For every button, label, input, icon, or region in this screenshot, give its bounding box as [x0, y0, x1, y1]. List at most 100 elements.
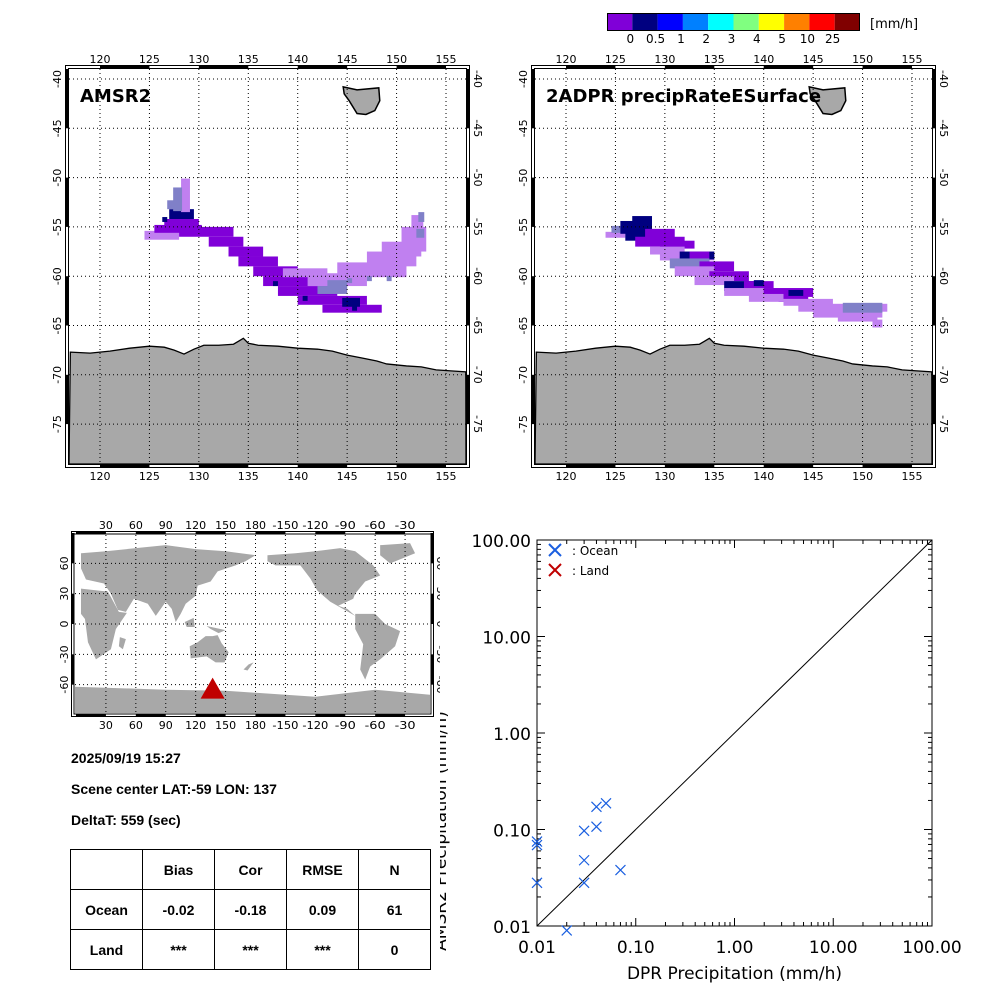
- map-title: 2ADPR precipRateESurface: [546, 86, 821, 107]
- colorbar-label: 4: [753, 32, 761, 45]
- frame-tick-bar: [135, 531, 166, 535]
- frame-tick-bar: [531, 177, 535, 227]
- lat-tick-label-right: -60: [937, 267, 950, 285]
- lon-tick-label-top: 155: [436, 53, 457, 66]
- colorbar-swatch: [708, 13, 734, 31]
- stats-cell: 0.09: [286, 889, 359, 930]
- globe-lon-label-bottom: 60: [129, 719, 143, 732]
- precip-pixel: [669, 258, 710, 269]
- stats-table: Bias Cor RMSE N Ocean -0.02 -0.18 0.09 6…: [70, 849, 431, 970]
- colorbar-swatch: [758, 13, 785, 31]
- y-tick-label: 0.10: [493, 822, 531, 842]
- frame-tick-bar: [664, 65, 715, 69]
- globe-lon-label-bottom: -150: [272, 719, 298, 732]
- lon-tick-label-top: 140: [287, 53, 308, 66]
- stats-row-ocean: Ocean -0.02 -0.18 0.09 61: [70, 889, 431, 930]
- frame-tick-bar: [862, 464, 913, 468]
- continent-landmass: [80, 545, 256, 622]
- frame-tick-bar: [135, 713, 166, 717]
- y-tick-label: 1.00: [493, 725, 531, 745]
- stats-header-cell: N: [358, 849, 431, 890]
- precip-pixel: [162, 217, 168, 222]
- globe-lon-label-top: 90: [159, 519, 173, 532]
- stats-header-cell: RMSE: [286, 849, 359, 890]
- precip-pixel: [783, 298, 833, 306]
- precip-pixel: [181, 178, 190, 213]
- continent-landmass: [118, 637, 126, 650]
- colorbar-label: 3: [728, 32, 736, 45]
- x-axis-label: DPR Precipitation (mm/h): [627, 964, 842, 984]
- scatter-point: [578, 825, 590, 837]
- globe-lon-label-top: -120: [302, 519, 328, 532]
- stats-cell: -0.02: [142, 889, 215, 930]
- frame-tick-bar: [255, 531, 286, 535]
- frame-tick-bar: [430, 533, 434, 564]
- lat-tick-label-left: -40: [517, 70, 530, 88]
- colorbar-label: 10: [800, 32, 815, 45]
- frame-tick-bar: [198, 464, 249, 468]
- frame-tick-bar: [466, 276, 470, 326]
- frame-tick-bar: [375, 531, 406, 535]
- lon-tick-label-top: 120: [556, 53, 577, 66]
- colorbar-border: [607, 13, 860, 31]
- frame-tick-bar: [297, 464, 348, 468]
- precip-pixel: [842, 302, 883, 313]
- precip-pixel: [753, 280, 764, 287]
- lat-tick-label-left: -45: [51, 119, 64, 137]
- precip-pixel: [837, 315, 878, 322]
- colorbar-label: 0: [626, 32, 634, 45]
- globe-lat-label-left: -60: [58, 676, 71, 694]
- frame-tick-bar: [763, 464, 814, 468]
- continent-landmass: [380, 543, 416, 564]
- stats-cell: 61: [358, 889, 431, 930]
- scatter-plot: 0.01 0.10 1.00 10.00 100.00 0.01 0.10 1.00 10.00…: [440, 532, 962, 984]
- stats-cell: ***: [214, 929, 287, 970]
- frame-tick-bar: [862, 65, 913, 69]
- precip-pixel: [302, 295, 308, 301]
- globe-lat-label-left: 60: [58, 556, 71, 570]
- lon-tick-label-top: 145: [803, 53, 824, 66]
- lat-tick-label-right: -50: [471, 169, 484, 187]
- datetime-text: 2025/09/19 15:27: [71, 750, 181, 766]
- stats-cell: Land: [70, 929, 143, 970]
- precip-pixel: [327, 280, 348, 288]
- continent-landmass: [267, 548, 381, 616]
- precip-pixel: [650, 246, 685, 255]
- colorbar-swatch: [733, 13, 759, 31]
- lon-tick-label-top: 125: [605, 53, 626, 66]
- frame-tick-bar: [466, 69, 470, 129]
- precip-pixel: [164, 219, 199, 226]
- frame-tick-bar: [763, 65, 814, 69]
- precip-pixel: [282, 268, 328, 278]
- frame-tick-bar: [430, 593, 434, 624]
- frame-tick-bar: [198, 65, 249, 69]
- colorbar-swatch: [632, 13, 658, 31]
- one-to-one-line: [536, 539, 933, 927]
- lon-tick-label-top: 130: [188, 53, 209, 66]
- scene-location-marker: [200, 677, 225, 699]
- globe-lat-label-left: 30: [58, 587, 71, 601]
- lon-tick-label-top: 140: [753, 53, 774, 66]
- precip-pixel: [674, 266, 715, 277]
- globe-lon-label-top: 30: [99, 519, 113, 532]
- y-tick-label: 10.00: [482, 629, 531, 649]
- map-frame-outer: [531, 65, 936, 468]
- precip-pixel: [366, 276, 372, 282]
- colorbar-swatch: [657, 13, 683, 31]
- colorbar-swatch: [784, 13, 810, 31]
- lon-tick-label-top: 130: [654, 53, 675, 66]
- x-tick-label: 0.10: [617, 938, 655, 958]
- map-title: AMSR2: [80, 86, 151, 107]
- continent-landmass: [189, 635, 229, 663]
- lat-tick-label-left: -65: [51, 317, 64, 335]
- lat-tick-label-right: -75: [937, 415, 950, 433]
- stats-cell: ***: [142, 929, 215, 970]
- lat-tick-label-right: -70: [471, 366, 484, 384]
- precip-pixel: [342, 297, 361, 307]
- lon-tick-label-top: 155: [902, 53, 923, 66]
- stats-row-land: Land *** *** *** 0: [70, 929, 431, 970]
- lon-tick-label-bottom: 135: [704, 470, 725, 483]
- lat-tick-label-left: -50: [517, 169, 530, 187]
- precip-pixel: [238, 256, 278, 267]
- precip-pixel: [418, 212, 425, 222]
